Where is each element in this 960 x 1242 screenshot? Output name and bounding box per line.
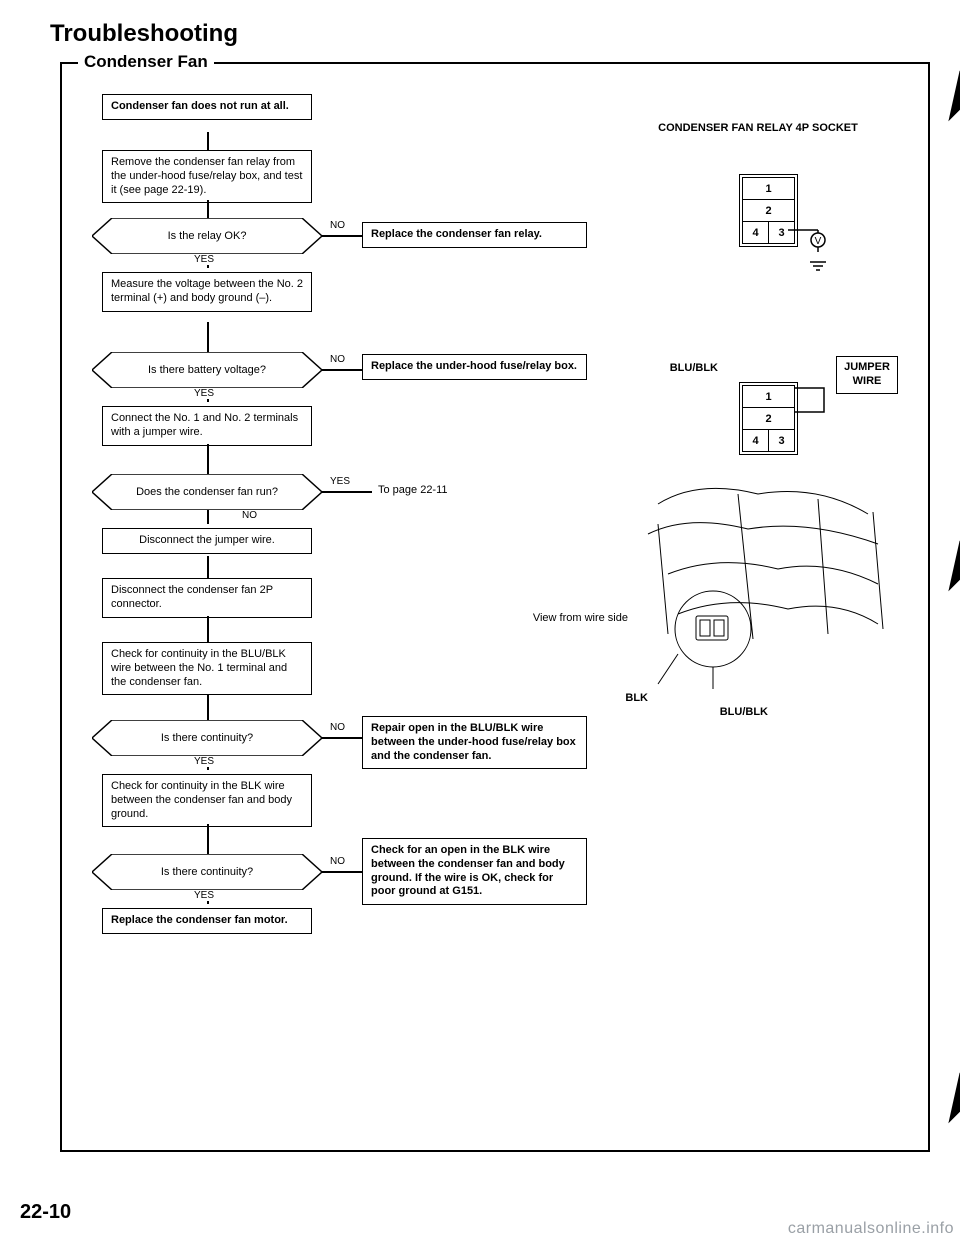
branch-label-no: NO [328,856,347,867]
connector-line [207,510,209,524]
flow-step: Check for continuity in the BLK wire bet… [102,774,312,827]
flow-ref: To page 22-11 [378,484,448,496]
flow-result: Replace the under-hood fuse/relay box. [362,354,587,380]
flow-result: Repair open in the BLU/BLK wire between … [362,716,587,769]
blu-blk-label: BLU/BLK [720,706,768,718]
branch-label-no: NO [328,722,347,733]
socket-title: CONDENSER FAN RELAY 4P SOCKET [648,122,868,134]
jumper-wire-label: JUMPER WIRE [836,356,898,394]
decision-text: Is there continuity? [92,866,322,878]
decision-text: Does the condenser fan run? [92,486,322,498]
svg-text:V: V [815,236,822,247]
flow-end: Replace the condenser fan motor. [102,908,312,934]
socket-pin: 4 [743,430,769,452]
connector-line [207,200,209,218]
connector-line [322,235,362,237]
connector-line [207,616,209,642]
flow-result: Replace the condenser fan relay. [362,222,587,248]
connector-line [207,694,209,720]
corner-mark-icon [929,541,960,592]
flow-decision: Does the condenser fan run? [92,474,322,510]
socket-pin: 3 [769,430,795,452]
corner-mark-icon [929,71,960,122]
watermark: carmanualsonline.info [788,1220,954,1238]
branch-label-no: NO [328,220,347,231]
branch-label-yes: YES [192,388,216,399]
corner-mark-icon [929,1073,960,1124]
socket-pin: 4 [743,222,769,244]
decision-text: Is the relay OK? [92,230,322,242]
page-title: Troubleshooting [50,20,940,48]
flow-start: Condenser fan does not run at all. [102,94,312,120]
branch-label-no: NO [240,510,259,521]
flow-step: Connect the No. 1 and No. 2 terminals wi… [102,406,312,446]
decision-text: Is there continuity? [92,732,322,744]
blk-label: BLK [625,692,648,704]
flow-step: Disconnect the jumper wire. [102,528,312,554]
connector-line [207,322,209,352]
connector-illustration [618,474,898,704]
connector-line [322,369,362,371]
branch-label-yes: YES [328,476,352,487]
section-subtitle: Condenser Fan [78,52,214,72]
flow-decision: Is there battery voltage? [92,352,322,388]
connector-line [322,871,362,873]
content-frame: Condenser fan does not run at all. Remov… [60,62,930,1152]
socket-pin: 1 [743,386,795,408]
flow-decision: Is there continuity? [92,854,322,890]
branch-label-yes: YES [192,890,216,901]
socket-pin: 2 [743,200,795,222]
connector-line [207,556,209,578]
branch-label-yes: YES [192,254,216,265]
flowchart: Condenser fan does not run at all. Remov… [92,94,602,1134]
view-label: View from wire side [533,612,628,624]
flow-decision: Is there continuity? [92,720,322,756]
connector-line [207,132,209,150]
flow-result: Check for an open in the BLK wire betwee… [362,838,587,905]
connector-line [322,491,372,493]
blu-blk-label: BLU/BLK [670,362,718,374]
flow-step: Measure the voltage between the No. 2 te… [102,272,312,312]
socket-pin: 2 [743,408,795,430]
branch-label-yes: YES [192,756,216,767]
decision-text: Is there battery voltage? [92,364,322,376]
flow-step: Disconnect the condenser fan 2P connecto… [102,578,312,618]
connector-line [207,444,209,474]
jumper-line-icon [794,374,836,424]
page-number: 22-10 [20,1201,71,1224]
branch-label-no: NO [328,354,347,365]
ground-symbol-icon: V [788,192,838,282]
relay-socket-diagram: 1 2 4 3 [739,382,798,455]
connector-line [322,737,362,739]
connector-line [207,824,209,854]
socket-pin: 1 [743,178,795,200]
flow-decision: Is the relay OK? [92,218,322,254]
flow-step: Check for continuity in the BLU/BLK wire… [102,642,312,695]
flow-step: Remove the condenser fan relay from the … [102,150,312,203]
